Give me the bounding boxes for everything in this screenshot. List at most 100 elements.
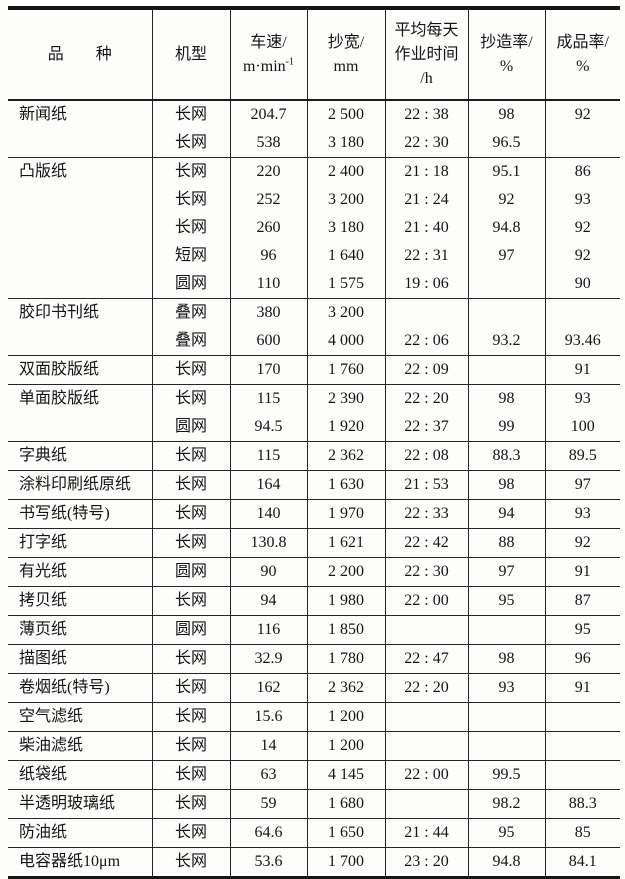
yield-cell: 87 bbox=[544, 586, 620, 616]
machine-cell: 叠网 bbox=[151, 298, 230, 327]
yield-cell: 93.46 bbox=[544, 327, 620, 356]
width-header-title: 抄宽/ bbox=[327, 33, 365, 51]
table-row: 电容器纸10μm 长网 53.6 1 700 23 : 20 94.8 84.1 bbox=[8, 847, 620, 878]
time-cell: 22 : 00 bbox=[384, 760, 468, 790]
time-cell bbox=[384, 298, 468, 327]
paper-machine-spec-table: 品 种 机型 车速/ m·min-1 抄宽/ mm 平均每天 作业时间 /h 抄… bbox=[8, 6, 620, 879]
width-cell: 1 700 bbox=[306, 847, 385, 878]
yield-cell: 96 bbox=[544, 644, 620, 674]
machine-cell: 长网 bbox=[151, 129, 230, 158]
table-row: 双面胶版纸 长网 170 1 760 22 : 09 91 bbox=[8, 355, 620, 385]
yield-cell: 92 bbox=[544, 214, 620, 242]
width-cell: 2 200 bbox=[306, 557, 385, 587]
time-cell: 22 : 08 bbox=[384, 441, 468, 471]
rate-cell: 94 bbox=[467, 499, 545, 529]
machine-cell: 圆网 bbox=[151, 413, 230, 442]
yield-cell: 91 bbox=[544, 557, 620, 587]
time-cell: 22 : 30 bbox=[384, 557, 468, 587]
width-cell: 3 200 bbox=[306, 298, 385, 327]
time-cell bbox=[384, 789, 468, 819]
machine-cell: 长网 bbox=[151, 818, 230, 848]
time-cell: 21 : 44 bbox=[384, 818, 468, 848]
yield-cell bbox=[544, 298, 620, 327]
machine-cell: 叠网 bbox=[151, 327, 230, 356]
speed-cell: 110 bbox=[229, 270, 307, 299]
speed-cell: 94.5 bbox=[229, 413, 307, 442]
width-cell: 1 200 bbox=[306, 731, 385, 761]
width-cell: 2 362 bbox=[306, 441, 385, 471]
rate-cell bbox=[467, 355, 545, 385]
width-cell: 3 200 bbox=[306, 186, 385, 214]
variety-cell: 双面胶版纸 bbox=[8, 355, 152, 385]
table-row: 有光纸 圆网 90 2 200 22 : 30 97 91 bbox=[8, 557, 620, 587]
rate-cell: 95 bbox=[467, 586, 545, 616]
machine-cell: 长网 bbox=[151, 731, 230, 761]
time-cell: 22 : 20 bbox=[384, 384, 468, 413]
table-row: 圆网 110 1 575 19 : 06 90 bbox=[8, 270, 620, 299]
width-cell: 3 180 bbox=[306, 129, 385, 158]
rate-cell: 99 bbox=[467, 413, 545, 442]
rate-cell: 98.2 bbox=[467, 789, 545, 819]
table-row: 圆网 94.5 1 920 22 : 37 99 100 bbox=[8, 413, 620, 442]
machine-cell: 长网 bbox=[151, 673, 230, 703]
width-cell: 1 621 bbox=[306, 528, 385, 558]
rate-cell: 98 bbox=[467, 644, 545, 674]
table-row: 书写纸(特号) 长网 140 1 970 22 : 33 94 93 bbox=[8, 499, 620, 529]
time-cell: 21 : 18 bbox=[384, 157, 468, 186]
machine-cell: 长网 bbox=[151, 528, 230, 558]
width-cell: 1 630 bbox=[306, 470, 385, 500]
table-row: 空气滤纸 长网 15.6 1 200 bbox=[8, 702, 620, 732]
table-row: 柴油滤纸 长网 14 1 200 bbox=[8, 731, 620, 761]
time-cell: 22 : 20 bbox=[384, 673, 468, 703]
yield-cell: 86 bbox=[544, 157, 620, 186]
rate-cell bbox=[467, 731, 545, 761]
machine-cell: 长网 bbox=[151, 470, 230, 500]
time-cell: 22 : 47 bbox=[384, 644, 468, 674]
speed-cell: 538 bbox=[229, 129, 307, 158]
yield-cell: 88.3 bbox=[544, 789, 620, 819]
width-cell: 1 980 bbox=[306, 586, 385, 616]
speed-cell: 204.7 bbox=[229, 99, 307, 129]
speed-header-title: 车速/ bbox=[250, 33, 287, 51]
width-cell: 2 362 bbox=[306, 673, 385, 703]
yield-cell: 91 bbox=[544, 673, 620, 703]
col-header-variety: 品 种 bbox=[8, 8, 152, 101]
width-cell: 2 400 bbox=[306, 157, 385, 186]
width-cell: 2 390 bbox=[306, 384, 385, 413]
time-header-line2: 作业时间 bbox=[394, 45, 459, 63]
machine-cell: 圆网 bbox=[151, 557, 230, 587]
time-cell: 19 : 06 bbox=[384, 270, 468, 299]
yield-cell bbox=[544, 731, 620, 761]
rate-cell bbox=[467, 298, 545, 327]
speed-cell: 53.6 bbox=[229, 847, 307, 878]
machine-cell: 长网 bbox=[151, 355, 230, 385]
rate-cell: 94.8 bbox=[467, 214, 545, 242]
width-cell: 4 000 bbox=[306, 327, 385, 356]
table-row: 字典纸 长网 115 2 362 22 : 08 88.3 89.5 bbox=[8, 441, 620, 471]
machine-cell: 长网 bbox=[151, 214, 230, 242]
table-row: 拷贝纸 长网 94 1 980 22 : 00 95 87 bbox=[8, 586, 620, 616]
yield-cell: 93 bbox=[544, 499, 620, 529]
speed-cell: 170 bbox=[229, 355, 307, 385]
variety-cell: 薄页纸 bbox=[8, 615, 152, 645]
variety-cell: 新闻纸 bbox=[8, 99, 152, 158]
speed-cell: 94 bbox=[229, 586, 307, 616]
rate-cell: 95.1 bbox=[467, 157, 545, 186]
table-body: 新闻纸 长网 204.7 2 500 22 : 38 98 92 长网 538 3 180 22 :… bbox=[8, 99, 620, 878]
rate-header-title: 抄造率/ bbox=[480, 33, 533, 51]
yield-cell: 89.5 bbox=[544, 441, 620, 471]
rate-cell bbox=[467, 702, 545, 732]
machine-cell: 长网 bbox=[151, 157, 230, 186]
variety-cell: 空气滤纸 bbox=[8, 702, 152, 732]
rate-cell: 92 bbox=[467, 186, 545, 214]
time-cell: 21 : 40 bbox=[384, 214, 468, 242]
col-header-yield: 成品率/ % bbox=[544, 8, 620, 101]
speed-cell: 59 bbox=[229, 789, 307, 819]
time-cell bbox=[384, 615, 468, 645]
yield-cell: 92 bbox=[544, 99, 620, 129]
yield-cell: 95 bbox=[544, 615, 620, 645]
table-row: 卷烟纸(特号) 长网 162 2 362 22 : 20 93 91 bbox=[8, 673, 620, 703]
variety-cell: 打字纸 bbox=[8, 528, 152, 558]
variety-cell: 纸袋纸 bbox=[8, 760, 152, 790]
col-header-machine: 机型 bbox=[151, 8, 230, 101]
